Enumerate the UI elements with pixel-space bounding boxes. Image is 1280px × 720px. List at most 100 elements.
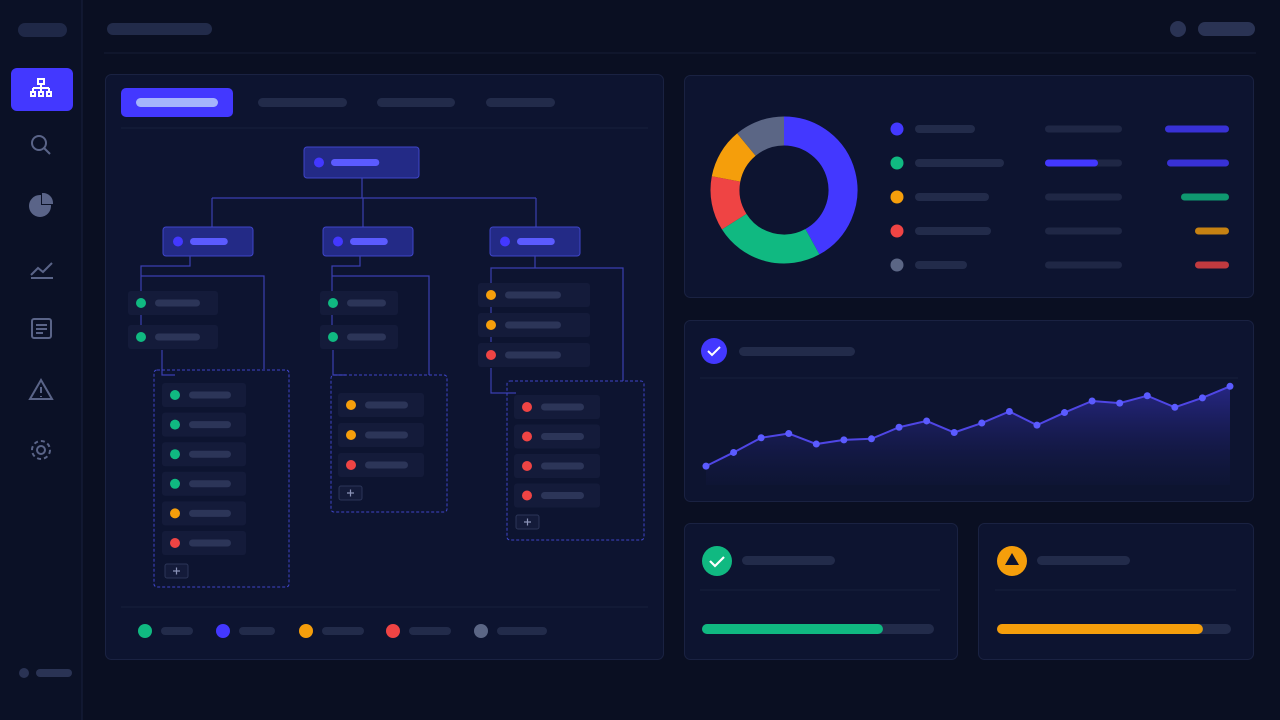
add-plus [173, 567, 180, 575]
leaf-dot [170, 508, 180, 519]
leaf-dot [522, 431, 532, 442]
avatar[interactable] [1170, 21, 1186, 37]
leaf-label [189, 421, 231, 429]
warning-panel [978, 523, 1254, 660]
tab[interactable] [377, 98, 455, 107]
root-node-label [331, 159, 380, 166]
leaf-dot [486, 290, 496, 300]
leaf-dot [136, 298, 146, 308]
legend-label [409, 627, 451, 635]
nav-search[interactable] [31, 135, 51, 155]
leaf-label [541, 433, 584, 440]
logo[interactable] [18, 23, 67, 37]
line-point [812, 440, 820, 448]
legend-label [915, 125, 975, 133]
legend-dot [138, 624, 152, 638]
tab[interactable] [258, 98, 347, 107]
legend-dot [386, 624, 400, 638]
branch-node-label [517, 238, 555, 245]
leaf-label [189, 509, 231, 517]
user-name [36, 669, 72, 677]
legend-label [915, 193, 989, 201]
leaf-dot [328, 332, 338, 342]
legend-mini [1167, 159, 1229, 167]
header-title [107, 23, 212, 35]
tree-icon [30, 78, 52, 97]
legend-track [1045, 227, 1122, 235]
line-area [706, 386, 1230, 485]
line-point [730, 448, 738, 456]
donut-segment [721, 213, 820, 264]
line-point [1088, 397, 1096, 405]
nav-settings[interactable] [31, 440, 51, 460]
root-node-dot [314, 157, 324, 168]
legend-label [161, 627, 193, 635]
progress-bars [702, 624, 1231, 634]
line-point [840, 436, 848, 444]
tab[interactable] [486, 98, 555, 107]
leaf-label [189, 450, 231, 458]
leaf-dot [170, 538, 180, 548]
donut-segment [783, 116, 858, 255]
line-point [1116, 399, 1124, 407]
legend-dot [890, 156, 904, 170]
line-point [1061, 409, 1069, 417]
leaf-label [155, 333, 200, 341]
leaf-label [505, 321, 561, 329]
nav-alert[interactable] [28, 378, 54, 400]
legend-track [1045, 125, 1122, 133]
donut-panel [684, 75, 1254, 298]
leaf-dot [346, 430, 356, 440]
legend-track [1045, 261, 1122, 269]
warning-title [1037, 556, 1130, 565]
success-icon [702, 546, 732, 576]
nav-pie[interactable] [29, 192, 54, 217]
nav-report[interactable] [31, 318, 52, 339]
branch-node-dot [333, 236, 343, 247]
warning-triangle [1005, 553, 1019, 565]
legend-label [915, 159, 1004, 167]
legend-label [322, 627, 364, 635]
leaf-dot [486, 350, 496, 360]
leaf-dot [522, 490, 532, 501]
donut-chart [710, 116, 858, 264]
line-point [923, 417, 931, 425]
leaf-dot [346, 460, 356, 470]
legend-track [1045, 193, 1122, 201]
legend-dot [216, 624, 230, 638]
user-dot [19, 668, 29, 678]
line-point [1198, 394, 1206, 402]
progress-fill [997, 624, 1203, 634]
leaf-label [505, 351, 561, 359]
leaf-label [155, 299, 200, 307]
line-point [895, 423, 903, 431]
line-point [978, 419, 986, 427]
header-user[interactable] [1198, 22, 1255, 36]
donut-legend [890, 122, 1229, 272]
leaf-label [189, 480, 231, 488]
line-point [1005, 408, 1013, 415]
donut-segment [710, 176, 747, 230]
add-plus [524, 518, 531, 526]
tab-active-label [136, 98, 218, 107]
check-icon [701, 338, 727, 364]
legend-mini [1195, 227, 1229, 235]
leaf-label [505, 291, 561, 299]
leaf-dot [170, 449, 180, 460]
legend-label [915, 227, 991, 235]
line-point [702, 462, 710, 470]
line-chart [702, 382, 1234, 485]
nav-trend[interactable] [30, 262, 53, 279]
leaf-label [541, 403, 584, 411]
add-plus [347, 489, 354, 497]
group-box [330, 374, 448, 513]
line-point [757, 434, 765, 442]
line-point [1226, 382, 1234, 390]
check-mark [707, 346, 721, 357]
legend-dot [890, 122, 904, 136]
leaf-dot [170, 478, 180, 489]
line-point [785, 430, 793, 438]
line-point [1143, 392, 1151, 400]
branch-node-label [190, 238, 228, 245]
